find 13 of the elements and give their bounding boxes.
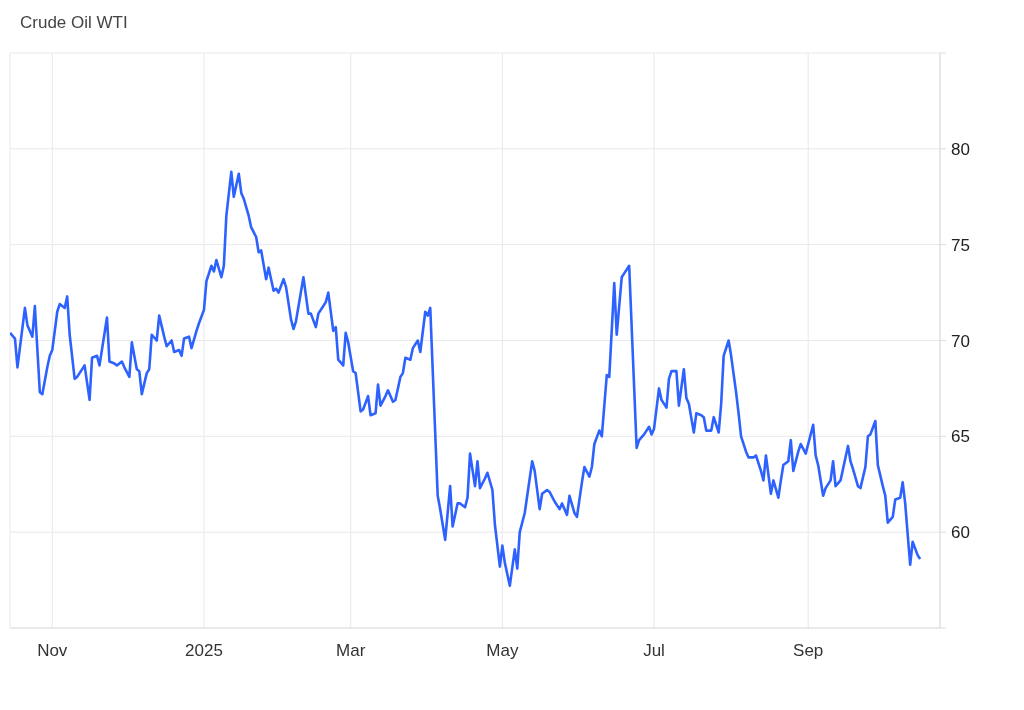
line-series [10, 170, 922, 588]
x-tick-label: Sep [793, 641, 824, 661]
x-tick-label: Jul [643, 641, 665, 661]
chart-title: Crude Oil WTI [20, 13, 128, 33]
x-tick-label: Nov [37, 641, 68, 661]
x-tick-label: May [486, 641, 519, 661]
y-tick-label: 75 [951, 235, 970, 255]
x-tick-label: Mar [336, 641, 366, 661]
y-tick-label: 70 [951, 331, 970, 351]
y-tick-label: 80 [951, 139, 970, 159]
x-tick-label: 2025 [185, 641, 223, 661]
y-tick-label: 60 [951, 523, 970, 543]
y-tick-label: 65 [951, 427, 970, 447]
